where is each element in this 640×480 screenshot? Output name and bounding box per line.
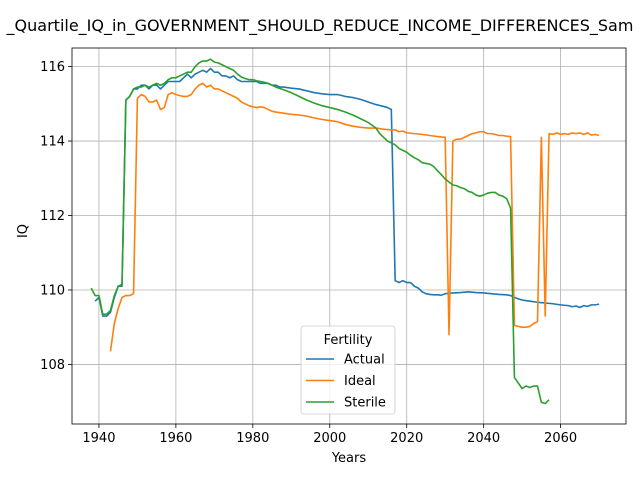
series-line-actual	[94, 67, 600, 317]
chart-title: _Quartile_IQ_in_GOVERNMENT_SHOULD_REDUCE…	[6, 16, 634, 36]
plot-frame	[71, 47, 627, 425]
x-tick-label: 1960	[159, 431, 192, 446]
axis-ticks: 1940 1960 1980 2000 2020 2040 2060 108 110 112 114…	[40, 60, 577, 446]
x-tick-label: 2000	[313, 431, 346, 446]
y-tick-label: 108	[40, 358, 65, 373]
x-tick-label: 1980	[236, 431, 269, 446]
series-line-sterile	[90, 58, 550, 405]
x-tick-label: 2040	[467, 431, 500, 446]
y-tick-label: 110	[40, 283, 65, 298]
legend-label-actual: Actual	[344, 353, 385, 368]
x-axis-label: Years	[331, 451, 367, 466]
x-tick-label: 1940	[82, 431, 115, 446]
legend: Fertility Actual Ideal Sterile	[300, 325, 396, 415]
legend-label-ideal: Ideal	[344, 374, 376, 389]
legend-title: Fertility	[324, 333, 373, 348]
x-tick-label: 2060	[544, 431, 577, 446]
series-layer	[90, 58, 600, 405]
x-tick-label: 2020	[390, 431, 423, 446]
series-line-ideal	[109, 82, 600, 352]
legend-label-sterile: Sterile	[344, 396, 386, 411]
y-tick-label: 114	[40, 135, 65, 150]
legend-box	[300, 325, 396, 415]
y-tick-label: 116	[40, 60, 65, 75]
y-tick-label: 112	[40, 209, 65, 224]
gridlines	[72, 48, 626, 424]
y-axis-label: IQ	[16, 224, 31, 238]
